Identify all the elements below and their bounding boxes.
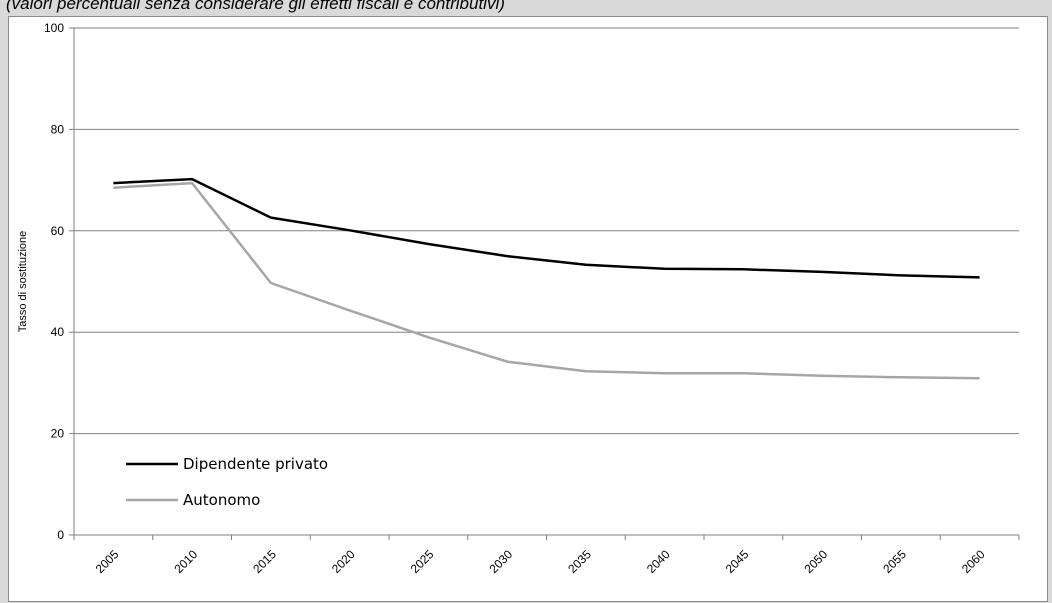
series-line-dipendente-privato <box>113 177 980 279</box>
y-tick-label: 20 <box>51 427 65 441</box>
x-tick-label: 2030 <box>486 547 515 576</box>
x-tick-label: 2010 <box>171 547 200 576</box>
y-tick-label: 80 <box>51 122 65 136</box>
x-tick-label: 2050 <box>801 547 830 576</box>
y-tick-label: 60 <box>51 224 65 238</box>
x-tick-label: 2045 <box>723 547 752 576</box>
series-line-autonomo <box>113 181 980 380</box>
y-tick-label: 40 <box>51 325 65 339</box>
x-tick-label: 2020 <box>329 547 358 576</box>
x-tick-label: 2015 <box>250 547 279 576</box>
x-tick-label: 2025 <box>408 547 437 576</box>
x-tick-label: 2005 <box>93 547 122 576</box>
x-tick-label: 2055 <box>880 547 909 576</box>
y-tick-label: 0 <box>57 528 64 542</box>
chart-area <box>8 16 1048 602</box>
x-tick-label: 2060 <box>959 547 988 576</box>
chart-subtitle: (valori percentuali senza considerare gl… <box>6 0 505 13</box>
legend-label: Dipendente privato <box>183 455 328 473</box>
y-tick-label: 100 <box>44 21 64 35</box>
x-tick-label: 2040 <box>644 547 673 576</box>
y-axis-title: Tasso di sostituzione <box>17 231 29 333</box>
x-tick-label: 2035 <box>565 547 594 576</box>
legend-label: Autonomo <box>183 491 260 509</box>
